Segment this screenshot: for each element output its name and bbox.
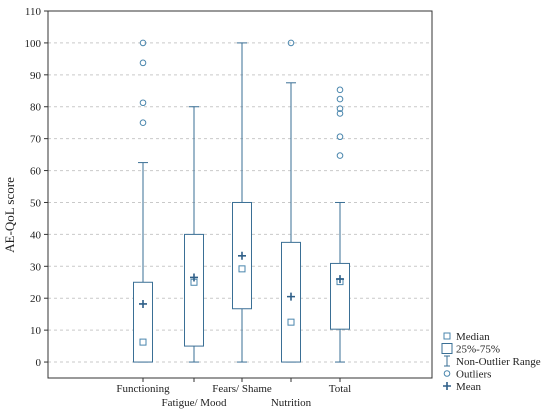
outlier-point — [139, 99, 147, 107]
iqr-box — [330, 262, 350, 330]
x-tick-label: Functioning — [116, 383, 170, 395]
legend-outlier-symbol — [443, 370, 451, 377]
legend-label: Non-Outlier Range — [456, 356, 541, 368]
outlier-point — [336, 152, 344, 159]
mean-marker — [238, 251, 246, 260]
y-tick-label: 80 — [30, 102, 42, 114]
x-tick-label: Total — [329, 383, 351, 395]
box-group — [133, 39, 153, 363]
outlier-point — [139, 39, 147, 47]
box-group — [281, 39, 301, 363]
median-marker — [287, 318, 295, 326]
legend-box-symbol — [441, 343, 453, 354]
y-tick-label: 10 — [30, 325, 42, 337]
outlier-point — [336, 86, 344, 94]
legend-item: Median — [443, 331, 490, 343]
legend-median-symbol — [443, 332, 451, 340]
y-tick-label: 110 — [25, 6, 42, 18]
legend-label: Mean — [456, 381, 482, 393]
outlier-point — [336, 110, 344, 117]
iqr-box — [281, 241, 301, 363]
legend-item: Outliers — [443, 369, 491, 381]
legend-label: 25%-75% — [456, 344, 500, 356]
plot-frame — [47, 10, 433, 379]
y-tick-label: 30 — [30, 261, 42, 273]
legend-range-symbol — [444, 355, 450, 367]
box-group — [184, 106, 204, 363]
y-tick-label: 90 — [30, 70, 42, 82]
y-tick-label: 100 — [25, 38, 42, 50]
mean-marker — [139, 299, 147, 308]
y-tick-label: 70 — [30, 134, 42, 146]
outlier-point — [287, 39, 295, 47]
outlier-point — [139, 59, 147, 67]
outlier-point — [336, 105, 344, 112]
legend-item: 25%-75% — [441, 343, 500, 356]
legend-mean-symbol — [443, 382, 451, 390]
box-group — [330, 86, 350, 363]
y-tick-label: 20 — [30, 293, 42, 305]
legend-item: Non-Outlier Range — [444, 355, 541, 368]
legend-label: Median — [456, 331, 490, 343]
y-axis-ticks: 0 10 20 30 40 50 60 70 80 90 100 110 — [25, 6, 48, 369]
y-tick-label: 0 — [36, 357, 42, 369]
x-axis-ticks: Functioning Fatigue/ Mood Fears/ Shame Nutr… — [116, 378, 351, 409]
y-tick-label: 50 — [30, 197, 42, 209]
median-marker — [139, 338, 147, 346]
mean-marker — [336, 275, 344, 284]
x-tick-label: Nutrition — [271, 397, 312, 409]
x-tick-label: Fatigue/ Mood — [161, 397, 227, 409]
iqr-box — [184, 233, 204, 347]
legend-item: Mean — [443, 381, 482, 393]
mean-marker — [190, 273, 198, 282]
box-series — [133, 39, 350, 363]
y-tick-label: 40 — [30, 229, 42, 241]
iqr-box — [133, 281, 153, 363]
mean-marker — [287, 292, 295, 301]
outlier-point — [336, 133, 344, 141]
outlier-point — [336, 95, 344, 103]
box-group — [232, 42, 252, 363]
outlier-point — [139, 119, 147, 126]
x-tick-label: Fears/ Shame — [212, 383, 272, 395]
legend-label: Outliers — [456, 369, 491, 381]
median-marker — [238, 265, 246, 273]
axes: 0 10 20 30 40 50 60 70 80 90 100 110 Functioning Fat… — [25, 6, 433, 409]
y-axis-label: AE-QoL score — [2, 177, 17, 253]
y-tick-label: 60 — [30, 166, 42, 178]
